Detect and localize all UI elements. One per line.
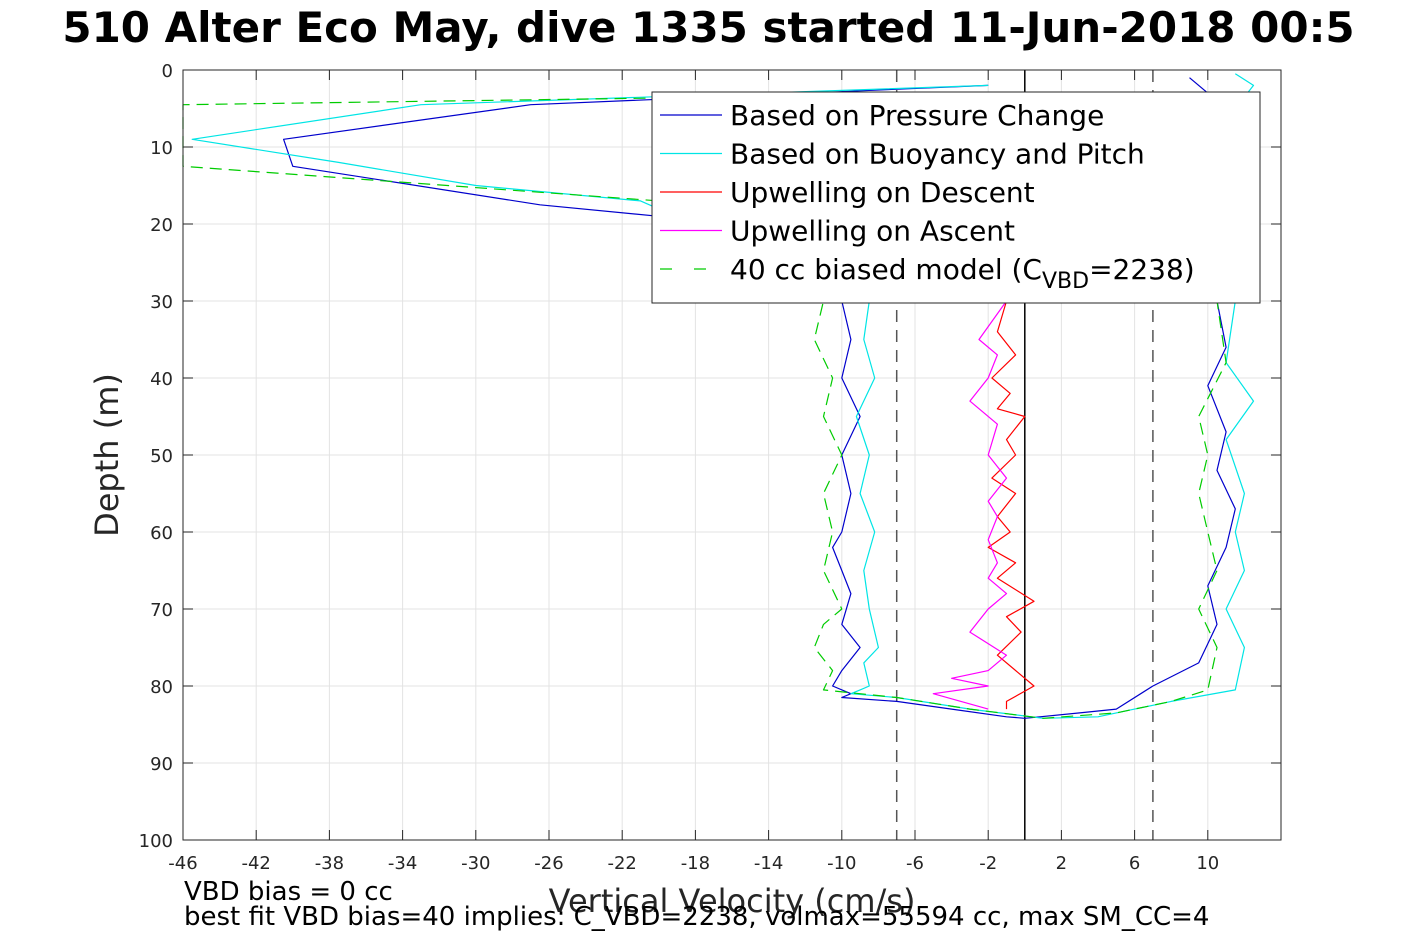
series-layer — [182, 73, 1255, 719]
y-tick-label: 30 — [150, 292, 173, 313]
y-tick-label: 10 — [150, 138, 173, 159]
x-tick-label: -46 — [168, 853, 197, 874]
tick-layer: -46 -42 -38 -34 -30 -26 -22 -18 -14 -10 -6 -2 2 6 1001… — [139, 61, 1281, 874]
series-line-3 — [932, 300, 1008, 710]
y-tick-label: 100 — [139, 831, 173, 852]
legend-label: 40 cc biased model (CVBD=2238) — [730, 253, 1195, 294]
x-tick-label: -30 — [461, 853, 490, 874]
x-tick-label: -38 — [315, 853, 344, 874]
y-tick-label: 20 — [150, 215, 173, 236]
legend-label: Based on Buoyancy and Pitch — [730, 138, 1145, 171]
x-tick-label: -34 — [388, 853, 417, 874]
y-tick-label: 90 — [150, 754, 173, 775]
y-tick-label: 70 — [150, 600, 173, 621]
x-tick-label: -22 — [607, 853, 636, 874]
x-tick-label: -26 — [534, 853, 563, 874]
x-tick-label: -10 — [827, 853, 856, 874]
x-tick-label: -14 — [754, 853, 783, 874]
x-tick-label: -18 — [681, 853, 710, 874]
y-tick-label: 60 — [150, 523, 173, 544]
y-tick-label: 0 — [162, 61, 173, 82]
best-fit-annotation: best fit VBD bias=40 implies: C_VBD=2238… — [184, 902, 1210, 932]
x-axis-label: Vertical Velocity (cm/s) — [549, 882, 916, 920]
x-tick-label: 2 — [1056, 853, 1067, 874]
legend-label: Upwelling on Descent — [730, 176, 1035, 209]
chart-title: 510 Alter Eco May, dive 1335 started 11-… — [62, 3, 1355, 52]
legend-label: Based on Pressure Change — [730, 99, 1104, 132]
y-axis-label: Depth (m) — [88, 373, 126, 537]
y-tick-label: 80 — [150, 677, 173, 698]
x-tick-label: -2 — [979, 853, 997, 874]
x-tick-label: 6 — [1129, 853, 1140, 874]
series-line-0 — [283, 77, 1236, 719]
vbd-bias-annotation: VBD bias = 0 cc — [184, 877, 393, 907]
legend-box — [651, 91, 1261, 304]
y-tick-label: 40 — [150, 369, 173, 390]
x-tick-label: -42 — [241, 853, 270, 874]
x-tick-label: -6 — [906, 853, 924, 874]
x-tick-label: 10 — [1196, 853, 1219, 874]
legend-label: Upwelling on Ascent — [730, 215, 1015, 248]
legend: Based on Pressure Change Based on Buoyanc… — [651, 91, 1261, 304]
y-tick-label: 50 — [150, 446, 173, 467]
series-line-4 — [182, 92, 1227, 719]
